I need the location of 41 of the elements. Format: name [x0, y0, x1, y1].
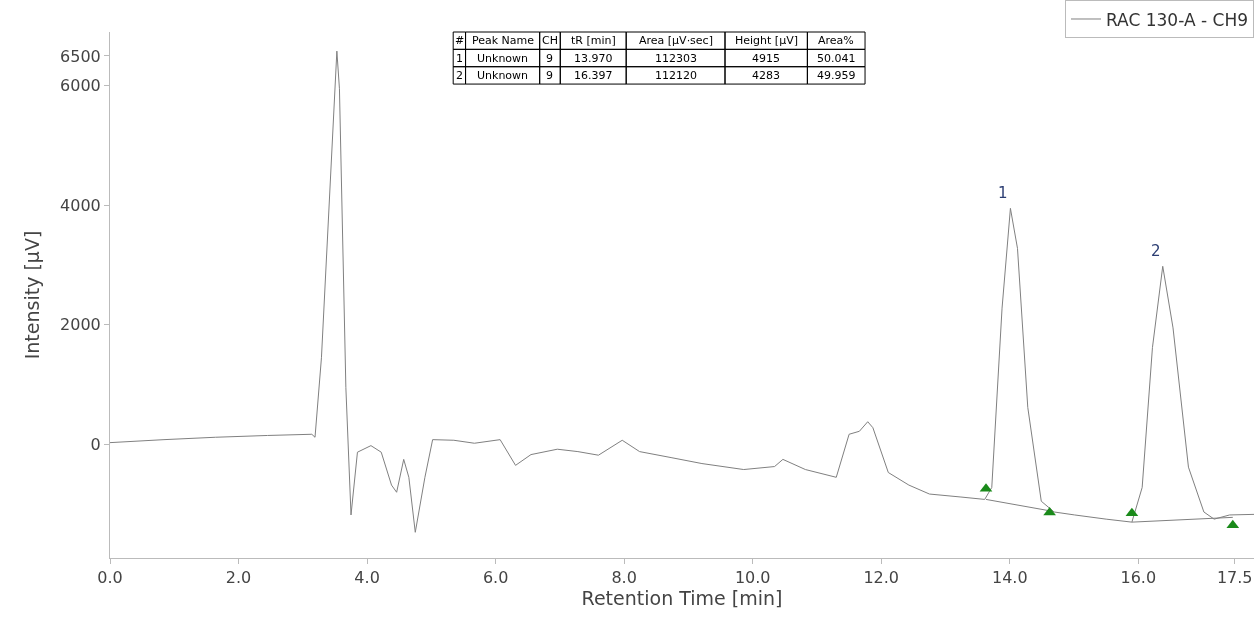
annotation: CH	[542, 34, 558, 47]
y-tick-label: 4000	[60, 195, 101, 215]
x-tick-label: 16.0	[1120, 568, 1157, 588]
x-axis-title: Retention Time [min]	[581, 587, 783, 610]
legend-label: RAC 130-A - CH9	[1106, 9, 1248, 30]
annotation: 9	[546, 69, 553, 82]
y-tick-label: 6000	[60, 76, 101, 96]
y-axis-title: Intensity [µV]	[20, 230, 43, 360]
annotation: Peak Name	[472, 34, 535, 47]
annotation: tR [min]	[571, 34, 616, 47]
x-tick-label: 12.0	[863, 568, 900, 588]
annotation: 16.397	[574, 69, 613, 82]
x-tick-label: 8.0	[611, 568, 637, 588]
annotation: Area [µV·sec]	[639, 34, 713, 47]
annotation: 9	[546, 52, 553, 65]
x-tick-label: 17.5	[1216, 568, 1253, 588]
y-tick-label: 6500	[60, 46, 101, 66]
annotation: Unknown	[477, 69, 529, 82]
annotation: 50.041	[817, 52, 856, 65]
annotation: #	[455, 34, 465, 47]
annotation: Unknown	[477, 52, 529, 65]
y-tick-label: 2000	[60, 315, 101, 335]
annotation: 2	[1151, 242, 1161, 260]
annotation: 13.970	[574, 52, 613, 65]
x-tick-label: 10.0	[734, 568, 771, 588]
annotation: 49.959	[817, 69, 856, 82]
annotation: 112120	[655, 69, 697, 82]
annotation: 1	[456, 52, 463, 65]
annotation: 4283	[752, 69, 780, 82]
annotation: Area%	[818, 34, 854, 47]
y-tick-label: 0	[90, 435, 101, 455]
annotation: 112303	[655, 52, 697, 65]
annotation: 4915	[752, 52, 780, 65]
x-tick-label: 2.0	[225, 568, 252, 588]
annotation: Height [µV]	[735, 34, 798, 47]
x-tick-label: 6.0	[482, 568, 509, 588]
x-tick-label: 0.0	[97, 568, 123, 588]
annotation: 2	[456, 69, 463, 82]
x-tick-label: 4.0	[354, 568, 380, 588]
x-tick-label: 14.0	[991, 568, 1028, 588]
annotation: 1	[998, 184, 1008, 202]
